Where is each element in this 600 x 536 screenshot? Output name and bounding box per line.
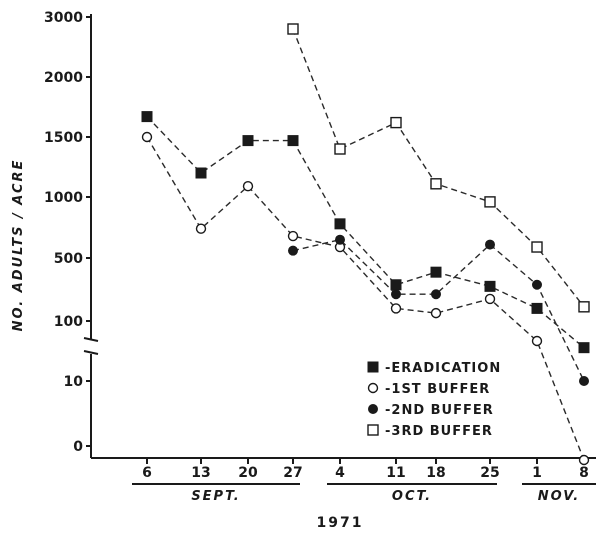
data-point xyxy=(484,280,496,292)
series-4 xyxy=(287,23,590,313)
data-point xyxy=(242,135,254,147)
y-tick-label: 10 xyxy=(64,374,84,390)
legend-marker xyxy=(367,382,379,394)
series-2 xyxy=(141,131,590,466)
legend: -ERADICATION -1ST BUFFER -2ND BUFFER -3RD B… xyxy=(367,361,501,439)
y-tick-label: 500 xyxy=(54,251,83,267)
data-point xyxy=(141,111,153,123)
data-point xyxy=(141,131,153,143)
data-point xyxy=(431,289,441,300)
data-point xyxy=(430,266,442,278)
y-tick-label: 2000 xyxy=(44,70,83,86)
month-label: SEPT. xyxy=(191,489,240,504)
data-point xyxy=(578,301,590,313)
legend-marker xyxy=(367,361,379,373)
x-axis-ticks: 6 13 20 27 4 11 18 25 1 8 xyxy=(142,458,589,481)
data-point xyxy=(242,180,254,192)
x-tick-label: 25 xyxy=(480,465,499,481)
data-point xyxy=(430,307,442,319)
y-tick-label: 3000 xyxy=(44,10,83,26)
data-point xyxy=(390,303,402,314)
y-tick-label: 0 xyxy=(73,439,83,455)
data-point xyxy=(195,223,207,234)
data-point xyxy=(484,196,496,208)
data-point xyxy=(195,167,207,179)
data-point xyxy=(430,178,442,190)
data-point xyxy=(485,239,495,250)
month-label: NOV. xyxy=(538,489,580,504)
x-tick-label: 18 xyxy=(426,465,445,481)
y-tick-label: 1500 xyxy=(44,130,83,146)
legend-label: -3RD BUFFER xyxy=(385,424,493,439)
legend-marker xyxy=(368,404,378,414)
data-point xyxy=(335,234,345,245)
series-line xyxy=(146,116,585,349)
axes xyxy=(83,14,596,459)
data-point xyxy=(287,230,299,242)
x-tick-label: 20 xyxy=(238,465,258,481)
axis-break-mark xyxy=(83,337,99,342)
data-point xyxy=(531,241,543,253)
data-point xyxy=(287,135,299,147)
legend-label: -ERADICATION xyxy=(385,361,501,376)
data-point xyxy=(578,342,590,354)
x-tick-label: 11 xyxy=(386,465,405,481)
month-labels: SEPT. OCT. NOV. xyxy=(132,483,596,504)
series-1 xyxy=(141,111,590,354)
x-axis-label: 1971 xyxy=(317,515,364,531)
y-tick-label: 1000 xyxy=(44,190,83,206)
y-axis-label: NO. ADULTS / ACRE xyxy=(11,159,26,332)
data-point xyxy=(390,116,402,129)
data-point xyxy=(531,335,543,347)
x-tick-label: 27 xyxy=(283,465,302,481)
y-tick-label: 100 xyxy=(54,314,83,330)
legend-marker xyxy=(367,424,379,436)
data-point xyxy=(484,293,496,305)
x-tick-label: 8 xyxy=(579,465,589,481)
data-point xyxy=(390,279,402,291)
data-point xyxy=(579,376,589,386)
month-label: OCT. xyxy=(392,489,432,504)
data-point xyxy=(287,23,299,35)
x-tick-label: 4 xyxy=(335,465,345,481)
data-point xyxy=(334,218,346,230)
legend-label: -2ND BUFFER xyxy=(385,403,494,418)
data-point xyxy=(288,245,298,256)
data-point xyxy=(532,279,542,290)
legend-label: -1ST BUFFER xyxy=(385,382,490,397)
data-point xyxy=(531,302,543,314)
x-tick-label: 6 xyxy=(142,465,152,481)
series-line xyxy=(292,28,585,308)
data-point xyxy=(578,454,590,466)
data-series xyxy=(141,23,590,466)
x-tick-label: 13 xyxy=(191,465,210,481)
series-3 xyxy=(288,234,589,386)
data-point xyxy=(391,289,401,300)
data-point xyxy=(334,143,346,155)
series-line xyxy=(146,136,585,461)
axis-break-mark xyxy=(83,350,99,355)
x-tick-label: 1 xyxy=(532,465,542,481)
